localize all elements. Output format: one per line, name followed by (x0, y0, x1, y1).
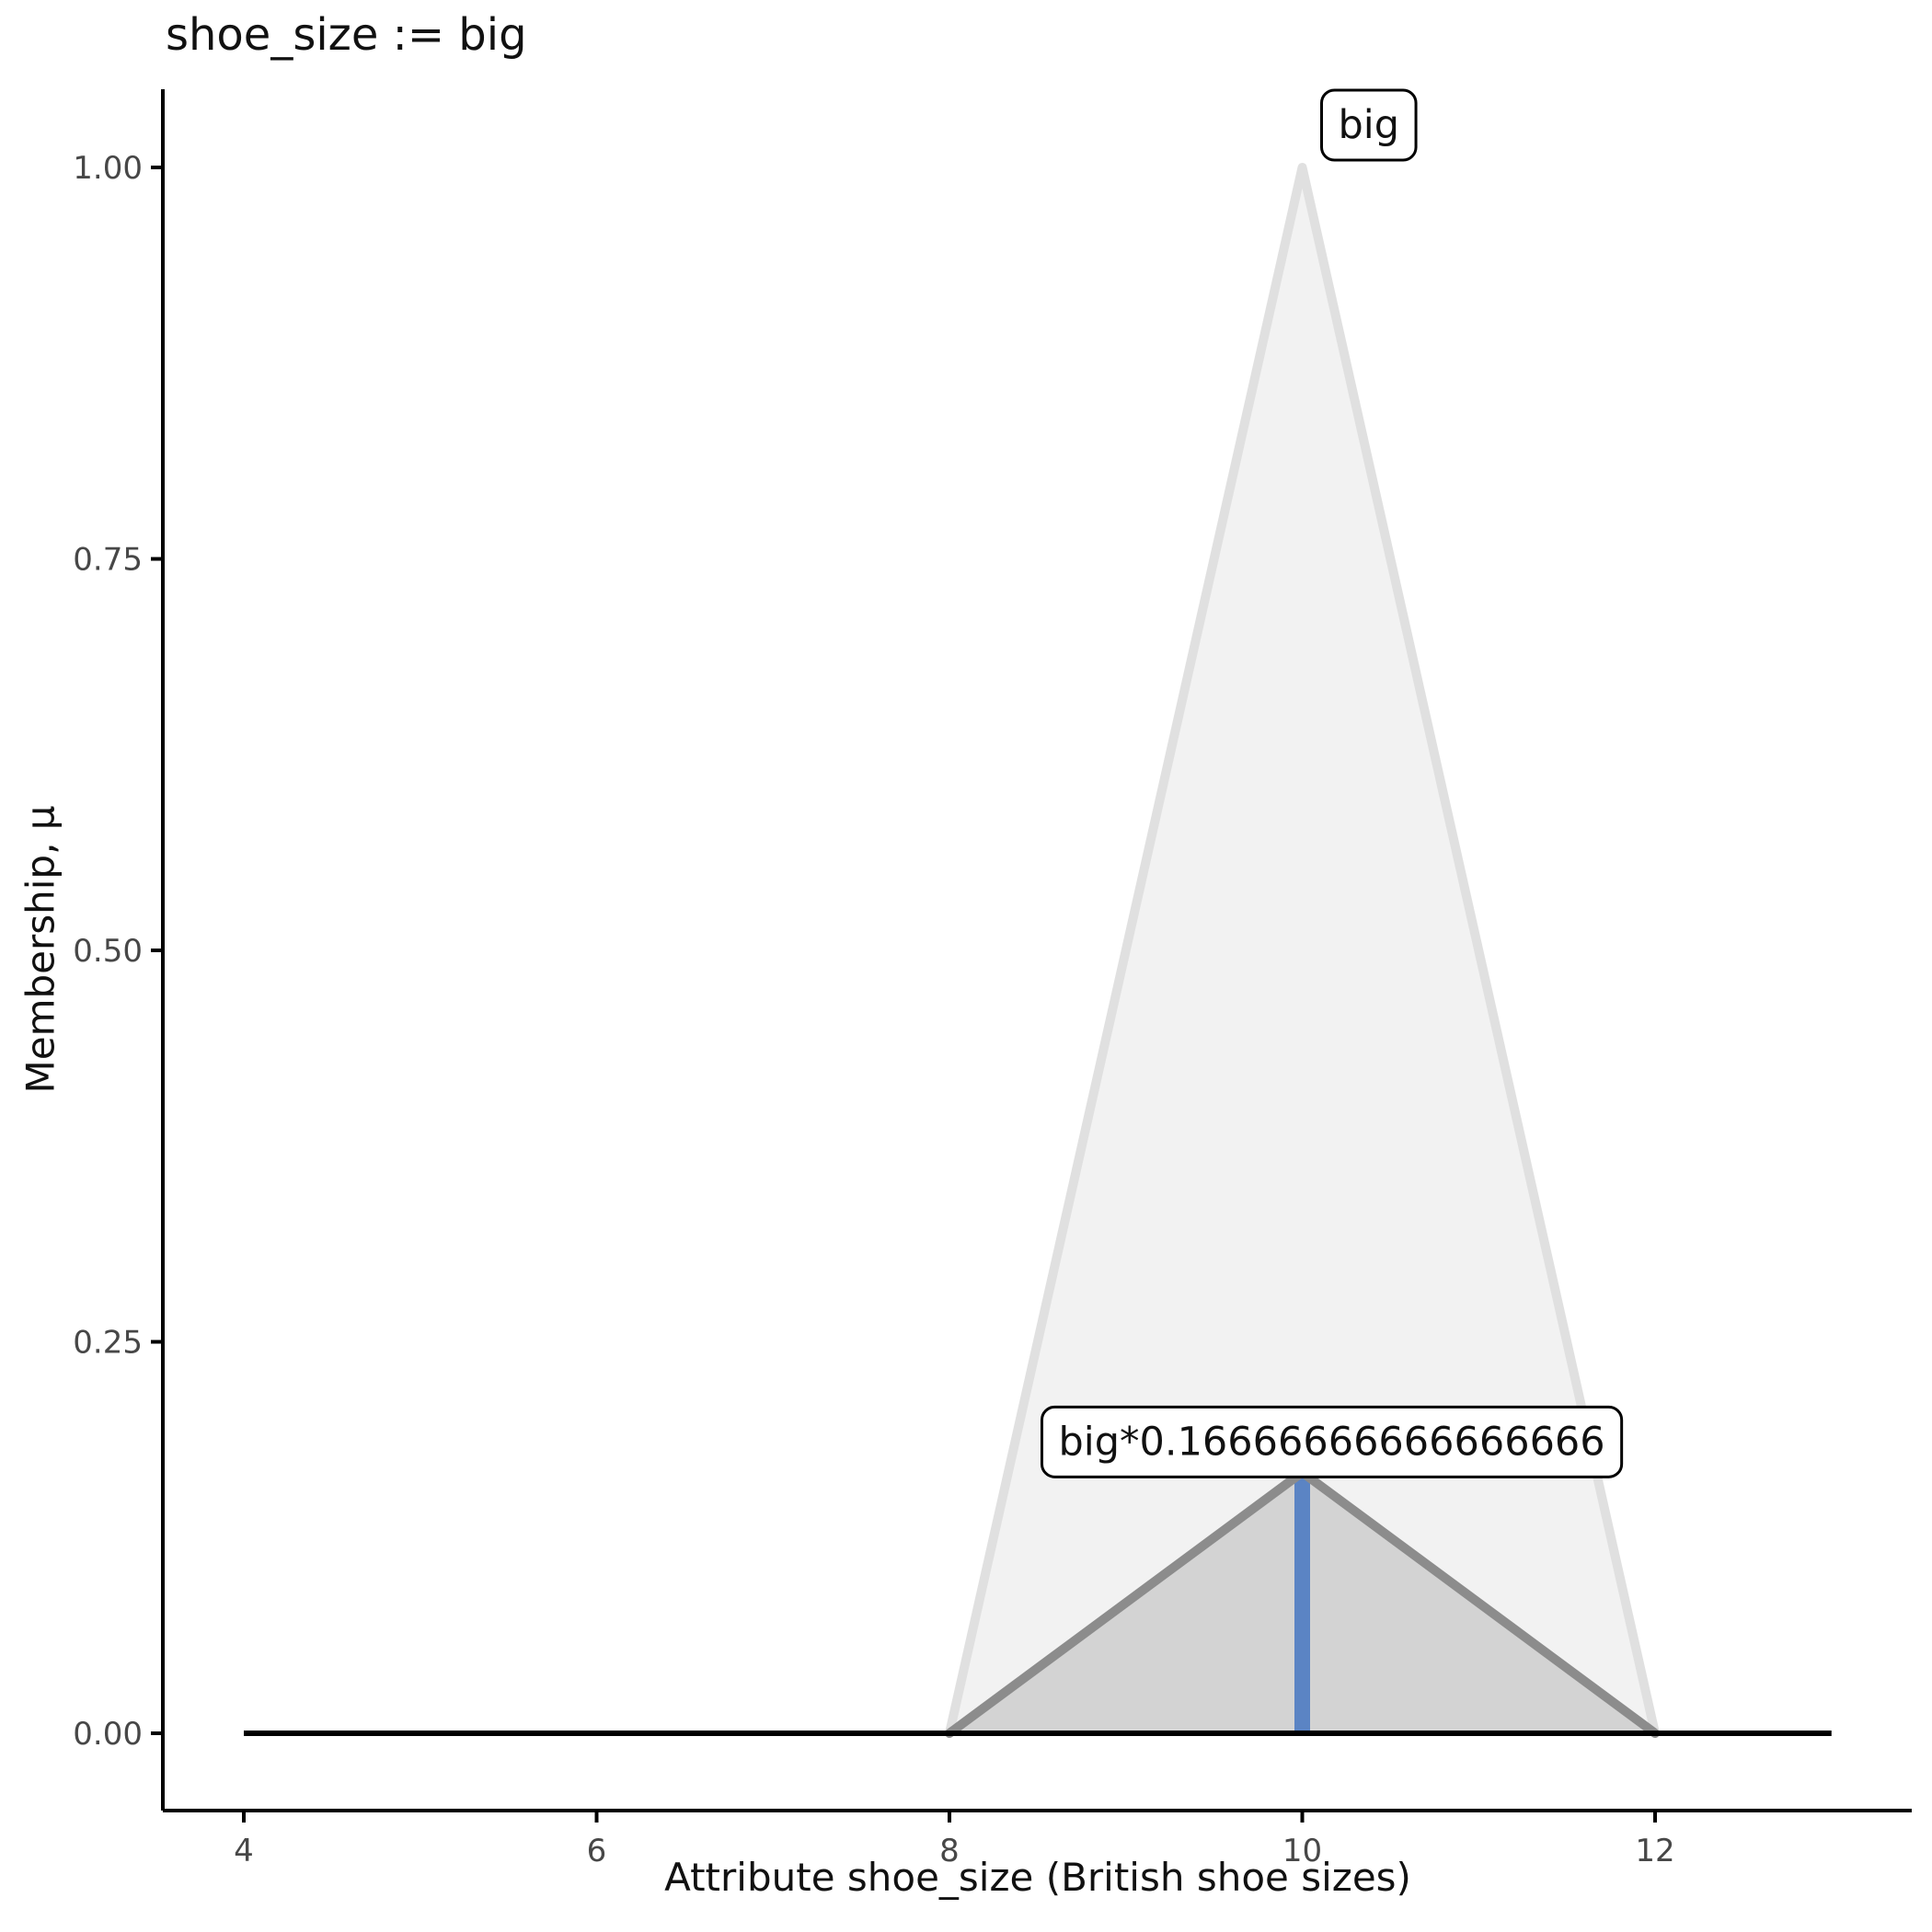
annotation-box (1320, 88, 1418, 162)
y-tick-label: 1.00 (73, 150, 143, 187)
x-axis-title: Attribute shoe_size (British shoe sizes) (664, 1855, 1411, 1900)
annotation-box (1041, 1405, 1624, 1478)
annotation-text: big*0.16666666666666666 (1059, 1419, 1605, 1465)
y-axis-title: Membership, μ (17, 805, 63, 1094)
x-tick-label: 8 (939, 1833, 960, 1869)
series-big-outline (945, 163, 1660, 1738)
y-tick-label: 0.50 (73, 933, 143, 970)
annotation-text: big (1339, 102, 1400, 148)
y-tick-label: 0.25 (73, 1325, 143, 1362)
x-tick-label: 12 (1635, 1833, 1674, 1869)
y-tick-label: 0.75 (73, 542, 143, 579)
x-tick-label: 4 (234, 1833, 254, 1869)
series-big-fill (949, 167, 1655, 1733)
chart-title: shoe_size := big (166, 9, 527, 61)
x-tick-label: 6 (587, 1833, 607, 1869)
y-tick-label: 0.00 (73, 1716, 143, 1753)
x-tick-label: 10 (1282, 1833, 1322, 1869)
